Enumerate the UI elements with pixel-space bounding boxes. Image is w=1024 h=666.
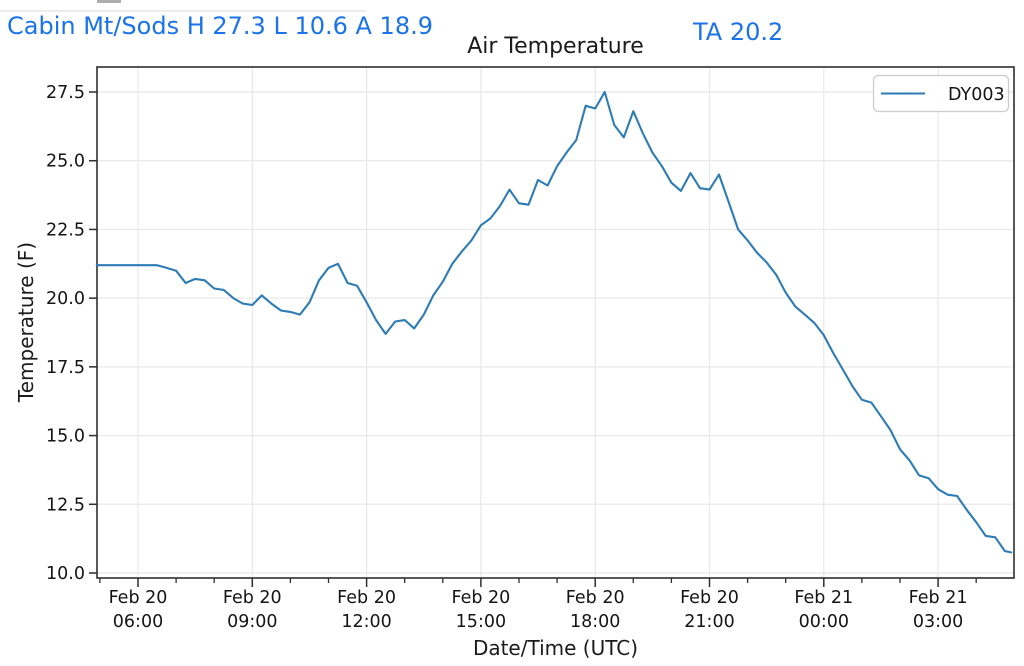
y-tick-label: 22.5 bbox=[46, 220, 85, 240]
y-tick-label: 15.0 bbox=[46, 427, 85, 447]
x-axis-label: Date/Time (UTC) bbox=[472, 636, 639, 660]
x-tick-label-time: 03:00 bbox=[913, 612, 963, 632]
top-artifact-dash bbox=[97, 0, 121, 3]
y-tick-label: 25.0 bbox=[46, 152, 85, 172]
y-tick-label: 27.5 bbox=[46, 83, 85, 103]
legend-box bbox=[872, 74, 1010, 113]
chart-title: Air Temperature bbox=[467, 34, 644, 59]
x-tick-label-time: 15:00 bbox=[456, 612, 506, 632]
x-tick-label-date: Feb 20 bbox=[451, 588, 510, 608]
x-tick-label-time: 06:00 bbox=[113, 612, 163, 632]
y-tick-label: 12.5 bbox=[46, 495, 85, 515]
y-axis-label: Temperature (F) bbox=[14, 241, 38, 403]
x-tick-label-date: Feb 20 bbox=[680, 588, 739, 608]
plot-border bbox=[96, 66, 1015, 579]
y-tick-label: 20.0 bbox=[46, 289, 85, 309]
x-tick-label-time: 21:00 bbox=[684, 612, 734, 632]
x-tick-label-time: 12:00 bbox=[341, 612, 391, 632]
x-tick-label-date: Feb 20 bbox=[566, 588, 625, 608]
y-tick-label: 17.5 bbox=[46, 358, 85, 378]
x-tick-label-time: 09:00 bbox=[227, 612, 277, 632]
x-tick-label-date: Feb 21 bbox=[794, 588, 853, 608]
x-tick-label-time: 00:00 bbox=[799, 612, 849, 632]
temperature-line bbox=[95, 90, 1013, 554]
y-tick-label: 10.0 bbox=[46, 564, 85, 584]
top-divider bbox=[0, 10, 366, 12]
x-tick-label-date: Feb 20 bbox=[109, 588, 168, 608]
x-tick-label-date: Feb 20 bbox=[223, 588, 282, 608]
legend-label: DY003 bbox=[948, 85, 1005, 105]
x-tick-label-time: 18:00 bbox=[570, 612, 620, 632]
x-tick-label-date: Feb 21 bbox=[909, 588, 968, 608]
station-stats-text: Cabin Mt/Sods H 27.3 L 10.6 A 18.9 bbox=[7, 12, 433, 40]
current-temperature-text: TA 20.2 bbox=[693, 18, 784, 46]
x-tick-label-date: Feb 20 bbox=[337, 588, 396, 608]
